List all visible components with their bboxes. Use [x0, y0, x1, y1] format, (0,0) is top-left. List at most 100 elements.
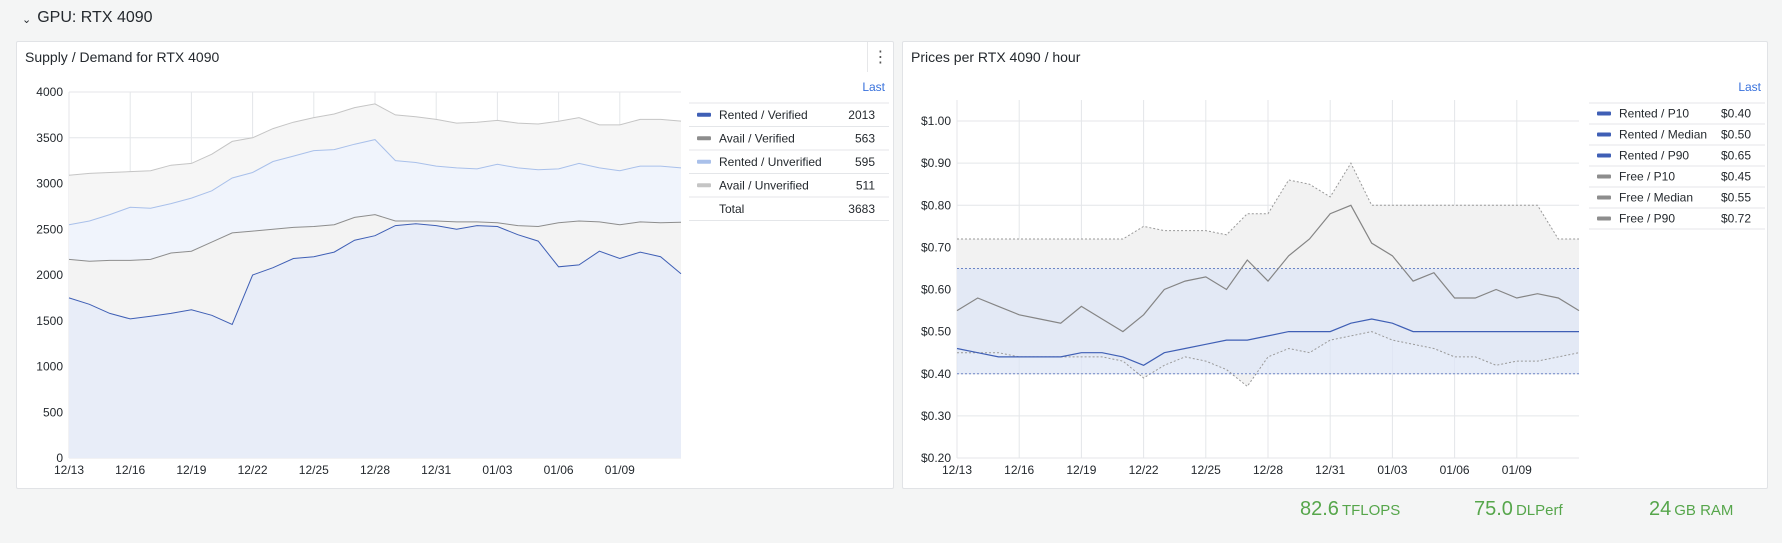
stat-unit: GB RAM — [1674, 502, 1734, 519]
legend-label: Free / Median — [1619, 191, 1693, 205]
y-tick-label: 1500 — [36, 314, 63, 328]
y-tick-label: $1.00 — [921, 114, 951, 128]
y-tick-label: 2500 — [36, 222, 63, 236]
area-rented-verified-line — [68, 223, 682, 326]
y-tick-label: $0.60 — [921, 283, 951, 297]
legend-value: 3683 — [848, 202, 875, 216]
legend-swatch — [697, 183, 711, 188]
y-tick-label: 0 — [56, 451, 63, 465]
legend-value: $0.65 — [1721, 149, 1751, 163]
legend-swatch — [697, 112, 711, 117]
legend-swatch — [1597, 132, 1611, 137]
y-tick-label: $0.20 — [921, 451, 951, 465]
x-tick-label: 12/25 — [299, 463, 329, 477]
legend-label: Free / P10 — [1619, 170, 1675, 184]
x-tick-label: 12/31 — [1315, 463, 1345, 477]
line-free-p90 — [957, 162, 1579, 240]
x-tick-label: 01/03 — [482, 463, 512, 477]
legend-label: Avail / Unverified — [719, 178, 809, 192]
y-tick-label: $0.80 — [921, 198, 951, 212]
x-tick-label: 12/16 — [1004, 463, 1034, 477]
y-tick-label: $0.40 — [921, 367, 951, 381]
legend-swatch — [1597, 174, 1611, 179]
y-tick-label: 4000 — [36, 85, 63, 99]
legend-value: $0.40 — [1721, 107, 1751, 121]
supply-demand-panel: Supply / Demand for RTX 4090 ⋮ 0 500 1000 1… — [16, 41, 894, 489]
area-avail-verified-line — [68, 214, 682, 262]
legend-value: $0.55 — [1721, 191, 1751, 205]
legend-header-last: Last — [862, 80, 885, 94]
legend-value: $0.50 — [1721, 128, 1751, 142]
chevron-down-icon: ⌄ — [22, 13, 32, 26]
x-tick-label: 12/31 — [421, 463, 451, 477]
line-free-median — [956, 204, 1580, 333]
legend-label: Rented / Unverified — [719, 155, 822, 169]
legend-label: Rented / P10 — [1619, 107, 1689, 121]
legend-label: Rented / Verified — [719, 108, 808, 122]
area-avail-unverified-line — [68, 103, 682, 176]
legend-value: $0.45 — [1721, 170, 1751, 184]
legend-swatch — [1597, 153, 1611, 158]
x-tick-label: 12/25 — [1191, 463, 1221, 477]
legend-label: Total — [719, 202, 744, 216]
legend-label: Free / P90 — [1619, 212, 1675, 226]
x-tick-label: 12/16 — [115, 463, 145, 477]
y-tick-label: $0.50 — [921, 325, 951, 339]
legend-label: Rented / P90 — [1619, 149, 1689, 163]
legend-value: 2013 — [848, 108, 875, 122]
stat-value: 82.6 — [1300, 498, 1339, 520]
legend-header-last: Last — [1738, 80, 1761, 94]
panel-title: Prices per RTX 4090 / hour — [911, 49, 1081, 65]
x-tick-label: 12/19 — [176, 463, 206, 477]
x-tick-label: 12/19 — [1066, 463, 1096, 477]
area-avail-verified-fill — [69, 214, 681, 325]
x-tick-label: 12/13 — [942, 463, 972, 477]
gpu-stats: 82.6 TFLOPS 75.0 DLPerf 24 GB RAM — [1260, 498, 1760, 528]
x-tick-label: 12/22 — [1129, 463, 1159, 477]
stat-value: 24 — [1649, 498, 1672, 520]
stat-value: 75.0 — [1474, 498, 1513, 520]
band-rented-p10-p90 — [957, 268, 1579, 374]
y-tick-label: 3500 — [36, 131, 63, 145]
legend-value: 511 — [856, 178, 875, 192]
x-tick-label: 01/03 — [1377, 463, 1407, 477]
y-tick-label: 3000 — [36, 177, 63, 191]
legend-swatch — [1597, 195, 1611, 200]
line-rented-median — [956, 318, 1579, 366]
legend-value: $0.72 — [1721, 212, 1751, 226]
row-title: GPU: RTX 4090 — [37, 9, 153, 26]
y-tick-label: $0.30 — [921, 409, 951, 423]
legend-swatch — [697, 159, 711, 164]
y-tick-label: 1000 — [36, 360, 63, 374]
stat-unit: TFLOPS — [1341, 502, 1401, 519]
legend-swatch — [1597, 216, 1611, 221]
area-rented-unverified-line — [68, 139, 682, 226]
stat-tflops: 82.6 TFLOPS — [1300, 498, 1400, 521]
prices-panel: Prices per RTX 4090 / hour $0.20 $0.30 $0.… — [902, 41, 1768, 489]
x-tick-label: 01/06 — [1440, 463, 1470, 477]
y-tick-label: $0.90 — [921, 156, 951, 170]
prices-chart: $0.20 $0.30 $0.40 $0.50 $0.60 $0.70 $0.80 $0.90… — [921, 80, 1765, 477]
panel-menu-button[interactable]: ⋮ — [867, 42, 893, 72]
legend-label: Avail / Verified — [719, 131, 795, 145]
x-tick-label: 12/28 — [360, 463, 390, 477]
x-tick-label: 01/09 — [1502, 463, 1532, 477]
panel-title: Supply / Demand for RTX 4090 — [25, 49, 220, 65]
supply-demand-chart: 0 500 1000 1500 2000 2500 3000 3500 4000 12/13 12/… — [36, 80, 889, 477]
stat-unit: DLPerf — [1515, 502, 1563, 519]
stat-dlperf: 75.0 DLPerf — [1474, 498, 1563, 521]
row-header-gpu[interactable]: ⌄ GPU: RTX 4090 — [22, 6, 153, 30]
x-tick-label: 01/09 — [605, 463, 635, 477]
legend-swatch — [1597, 111, 1611, 116]
x-tick-label: 12/28 — [1253, 463, 1283, 477]
x-tick-label: 01/06 — [544, 463, 574, 477]
y-tick-label: $0.70 — [921, 240, 951, 254]
legend-value: 595 — [855, 155, 875, 169]
y-tick-label: 500 — [43, 405, 63, 419]
legend-label: Rented / Median — [1619, 128, 1707, 142]
y-tick-label: 2000 — [36, 268, 63, 282]
legend-value: 563 — [855, 131, 875, 145]
x-tick-label: 12/13 — [54, 463, 84, 477]
legend-swatch — [697, 136, 711, 141]
area-avail-unverified-fill — [69, 103, 681, 225]
